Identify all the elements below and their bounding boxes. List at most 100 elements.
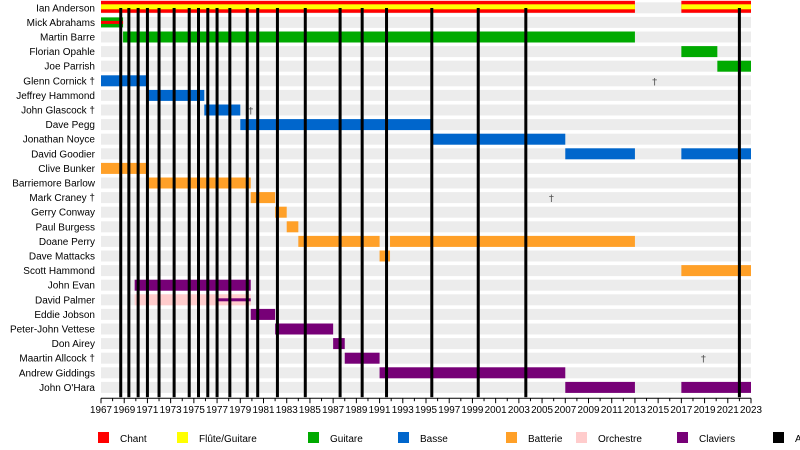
member-label: Peter-John Vettese	[10, 325, 95, 336]
x-tick-label: 1991	[369, 405, 391, 416]
legend-swatch	[576, 432, 587, 443]
row-background	[101, 323, 751, 335]
row-background	[101, 162, 751, 174]
album-line	[197, 8, 200, 398]
member-label: Andrew Giddings	[19, 368, 95, 379]
x-tick-label: 1977	[206, 405, 228, 416]
x-tick-label: 1987	[322, 405, 344, 416]
legend-swatch	[773, 432, 784, 443]
legend-label: Guitare	[330, 434, 363, 445]
member-label: John Evan	[48, 281, 95, 292]
legend-label: Claviers	[699, 434, 735, 445]
x-tick-label: 1975	[183, 405, 205, 416]
bar-basse	[565, 148, 635, 160]
album-line	[127, 8, 131, 398]
bar-guitare	[717, 60, 751, 72]
member-label: Maartin Allcock †	[19, 354, 95, 365]
x-tick-label: 1983	[276, 405, 298, 416]
row-background	[101, 133, 751, 145]
legend-swatch	[506, 432, 517, 443]
bar-batterie	[379, 250, 391, 262]
bar-basse	[681, 148, 751, 160]
row-background	[101, 104, 751, 116]
member-label: Dave Pegg	[46, 120, 95, 131]
bar-claviers	[215, 298, 251, 302]
death-marker: †	[248, 106, 253, 117]
x-tick-label: 1985	[299, 405, 321, 416]
member-label: Jonathan Noyce	[23, 135, 96, 146]
x-tick-label: 1993	[392, 405, 414, 416]
x-tick-label: 2005	[531, 405, 553, 416]
legend-label: A	[795, 434, 800, 445]
row-background	[101, 381, 751, 393]
album-line	[360, 8, 364, 398]
bar-batterie	[275, 206, 287, 218]
x-axis: 1967 1969 1971 1973 1975 1977 1979 1981 1983 1985…	[90, 397, 762, 416]
bar-basse	[204, 104, 241, 116]
member-label: Mick Abrahams	[27, 18, 95, 29]
member-label: Paul Burgess	[36, 222, 95, 233]
album-line	[275, 8, 279, 398]
row-background	[101, 221, 751, 233]
x-tick-label: 2013	[624, 405, 646, 416]
bar-basse	[431, 133, 566, 145]
x-tick-label: 2007	[554, 405, 576, 416]
album-line	[256, 8, 260, 398]
album-line	[145, 8, 149, 398]
x-tick-label: 1967	[90, 405, 112, 416]
x-tick-label: 2023	[740, 405, 762, 416]
album-line	[157, 8, 161, 398]
legend-swatch	[177, 432, 188, 443]
x-tick-label: 1969	[113, 405, 135, 416]
member-label: Jeffrey Hammond	[16, 91, 95, 102]
bar-flute-guitare	[681, 4, 751, 10]
bar-batterie	[250, 192, 276, 204]
x-tick-label: 1995	[415, 405, 437, 416]
member-label: Glenn Cornick †	[23, 76, 95, 87]
member-label: Barriemore Barlow	[12, 179, 96, 190]
album-line	[476, 8, 480, 398]
row-background	[101, 75, 751, 87]
bar-orchestre	[134, 294, 251, 306]
member-label: David Goodier	[31, 149, 96, 160]
member-label: Scott Hammond	[23, 266, 95, 277]
bar-flute-guitare	[101, 4, 635, 10]
row-background	[101, 192, 751, 204]
bar-batterie	[101, 162, 147, 174]
x-tick-label: 2017	[670, 405, 692, 416]
death-markers: † † † †	[248, 77, 706, 365]
x-tick-label: 1979	[229, 405, 251, 416]
legend-swatch	[308, 432, 319, 443]
album-line	[228, 8, 232, 398]
bar-guitare	[681, 46, 718, 58]
album-line	[385, 8, 389, 398]
member-label: Eddie Jobson	[34, 310, 95, 321]
album-line	[524, 8, 528, 398]
row-background	[101, 46, 751, 58]
member-label: John O'Hara	[39, 383, 95, 394]
row-background	[101, 60, 751, 72]
album-line	[737, 8, 741, 398]
death-marker: †	[701, 354, 706, 365]
member-label: Martin Barre	[40, 33, 95, 44]
member-label: Don Airey	[52, 339, 95, 350]
death-marker: †	[652, 77, 657, 88]
bar-basse	[240, 119, 432, 131]
member-label: Ian Anderson	[36, 3, 95, 14]
member-label: Doane Perry	[39, 237, 95, 248]
album-line	[338, 8, 342, 398]
album-line	[215, 8, 219, 398]
row-background	[101, 16, 751, 28]
member-label: John Glascock †	[21, 106, 95, 117]
member-label: Gerry Conway	[31, 208, 95, 219]
death-marker: †	[549, 194, 554, 205]
x-tick-label: 2021	[717, 405, 739, 416]
album-line	[430, 8, 434, 398]
album-line	[136, 8, 140, 398]
bar-claviers	[565, 381, 635, 393]
x-tick-label: 1989	[345, 405, 367, 416]
bar-claviers	[379, 367, 566, 379]
bar-claviers	[134, 279, 251, 291]
row-background	[101, 148, 751, 160]
